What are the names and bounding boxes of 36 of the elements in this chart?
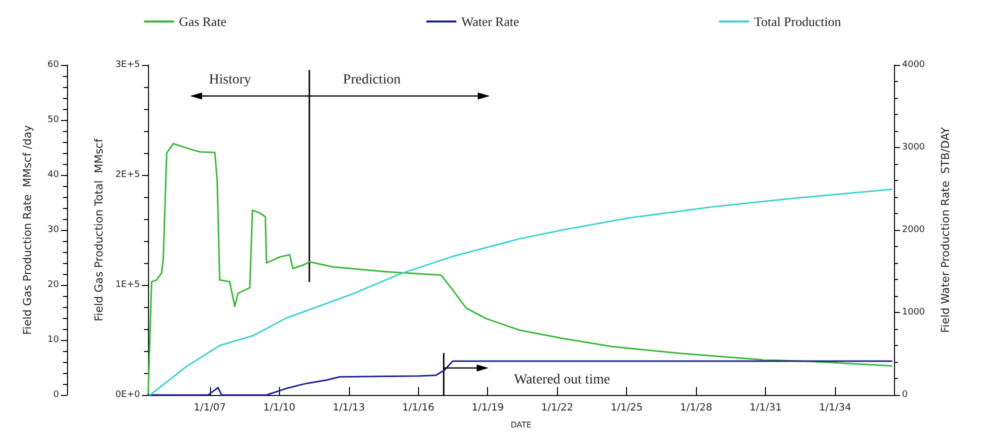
y3-tick-label: 1000 — [902, 308, 926, 318]
x-tick-label: 1/1/28 — [680, 402, 712, 414]
y3-tick-label: 3000 — [902, 142, 926, 152]
legend-label: Water Rate — [461, 14, 520, 29]
y3-tick-label: 0 — [902, 390, 908, 400]
y3-tick-label: 2000 — [902, 225, 926, 235]
y-tick-label: 40 — [48, 170, 60, 180]
annotation: History — [209, 72, 252, 88]
x-tick-label: 1/1/22 — [541, 402, 574, 414]
x-tick-label: 1/1/31 — [750, 402, 782, 414]
y2-tick-label: 3E+5 — [115, 60, 140, 70]
x-tick-label: 1/1/10 — [263, 402, 296, 414]
y-tick-label: 0 — [53, 390, 60, 400]
x-tick-label: 1/1/34 — [819, 402, 852, 414]
y2-tick-label: 2E+5 — [115, 170, 140, 180]
legend-label: Gas Rate — [179, 14, 227, 29]
y2-axis-title: Field Gas Production Total MMscf — [92, 138, 106, 322]
x-tick-label: 1/1/16 — [402, 402, 434, 414]
legend-label: Total Production — [754, 14, 842, 29]
x-axis-title: DATE — [510, 420, 532, 430]
y3-axis-title: Field Water Production Rate STB/DAY — [939, 126, 952, 333]
y-tick-label: 30 — [48, 225, 60, 235]
x-tick-label: 1/1/07 — [194, 402, 226, 414]
y2-tick-label: 1E+5 — [115, 280, 140, 290]
y-tick-label: 10 — [48, 335, 60, 345]
x-tick-label: 1/1/25 — [610, 402, 643, 414]
y-tick-label: 60 — [48, 60, 60, 70]
y-tick-label: 20 — [48, 280, 60, 290]
annotation: Watered out time — [514, 372, 610, 388]
annotation: Prediction — [343, 72, 401, 88]
y-tick-label: 50 — [48, 115, 60, 125]
y3-tick-label: 4000 — [902, 60, 926, 70]
y-axis-title: Field Gas Production Rate MMscf /day — [21, 124, 34, 335]
x-tick-label: 1/1/19 — [472, 402, 504, 414]
y2-tick-label: 0E+0 — [115, 390, 140, 400]
x-tick-label: 1/1/13 — [332, 402, 365, 414]
